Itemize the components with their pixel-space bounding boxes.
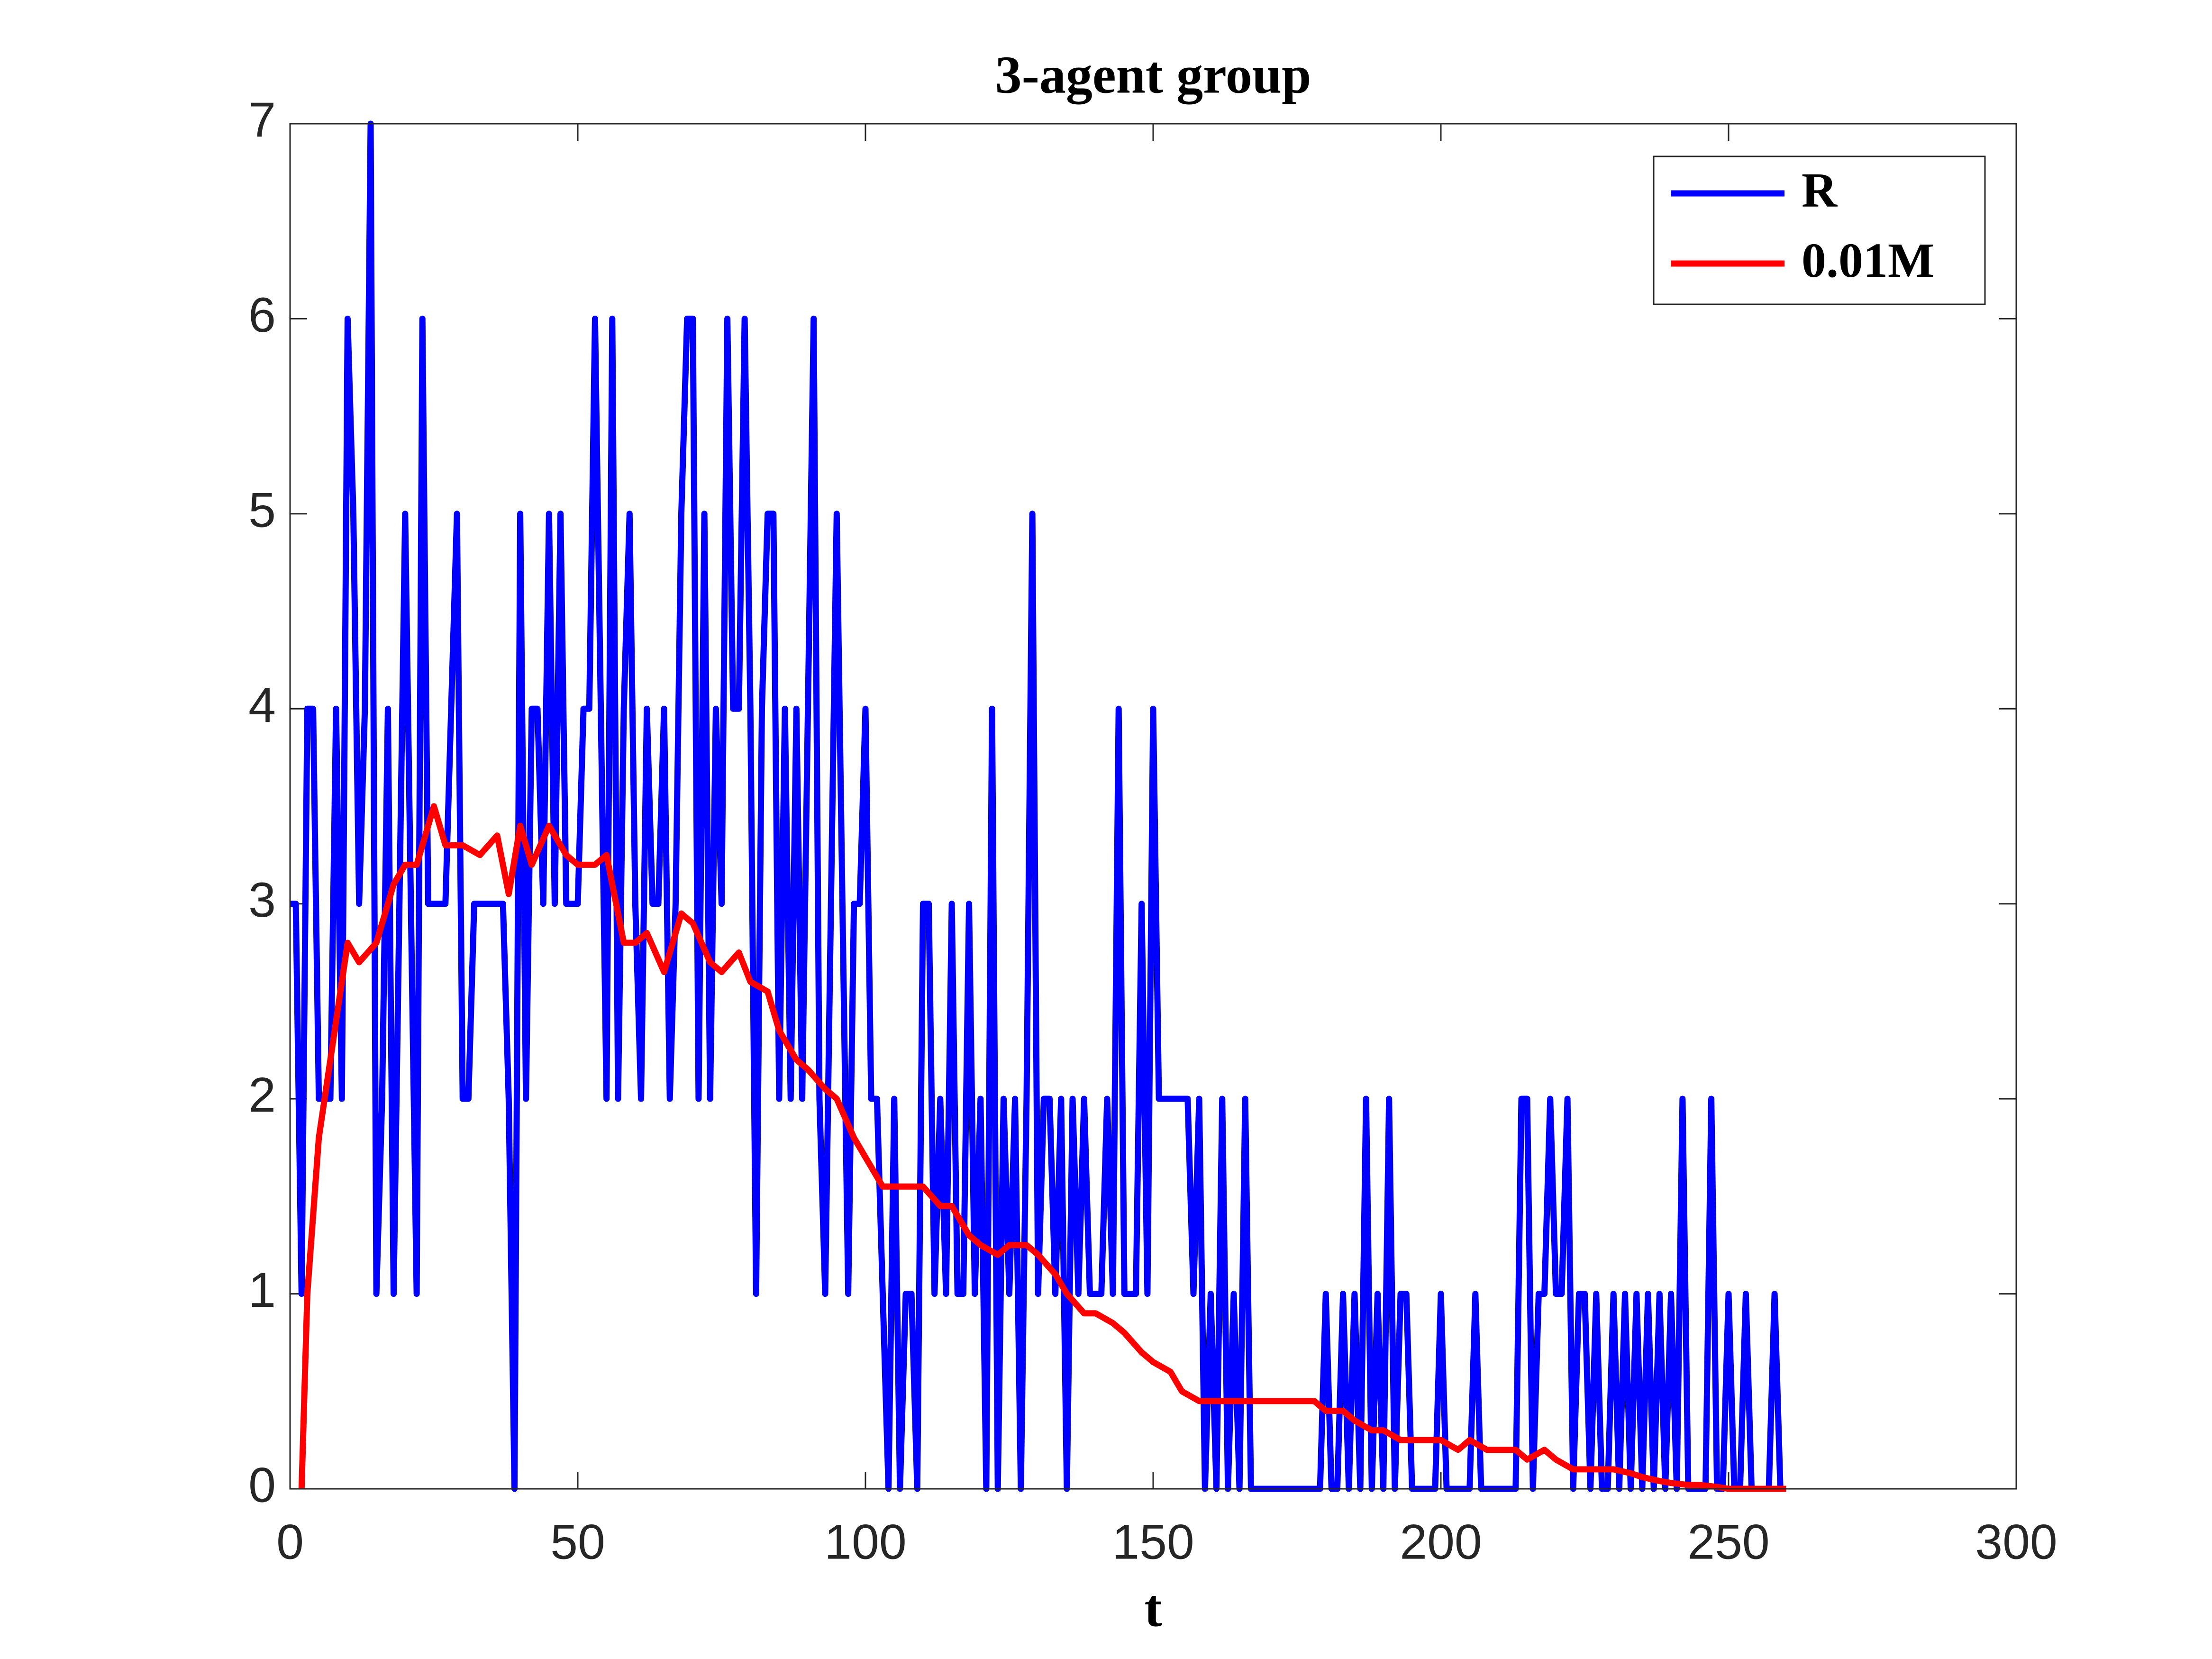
y-tick-label: 6: [248, 288, 276, 343]
y-tick-label: 1: [248, 1263, 276, 1318]
y-tick-label: 0: [248, 1458, 276, 1513]
x-tick-label: 150: [1112, 1514, 1194, 1569]
chart-title: 3-agent group: [995, 46, 1311, 105]
y-tick-label: 5: [248, 483, 276, 538]
y-tick-label: 3: [248, 873, 276, 928]
x-tick-label: 0: [276, 1514, 304, 1569]
x-axis-label: t: [1144, 1579, 1162, 1638]
legend-label: 0.01M: [1802, 233, 1934, 288]
y-tick-label: 2: [248, 1068, 276, 1123]
y-tick-label: 4: [248, 678, 276, 733]
series-line: [290, 120, 1786, 1492]
x-tick-label: 50: [550, 1514, 605, 1569]
x-tick-label: 100: [824, 1514, 907, 1569]
legend: R 0.01M: [1653, 155, 1986, 305]
x-tick-label: 250: [1687, 1514, 1770, 1569]
y-tick-label: 7: [248, 92, 276, 147]
plot-frame: [289, 123, 2017, 1490]
legend-box: [1653, 155, 1986, 305]
legend-label: R: [1802, 163, 1838, 218]
series-line: [298, 803, 1786, 1492]
x-tick-label: 200: [1400, 1514, 1482, 1569]
x-tick-label: 300: [1975, 1514, 2057, 1569]
